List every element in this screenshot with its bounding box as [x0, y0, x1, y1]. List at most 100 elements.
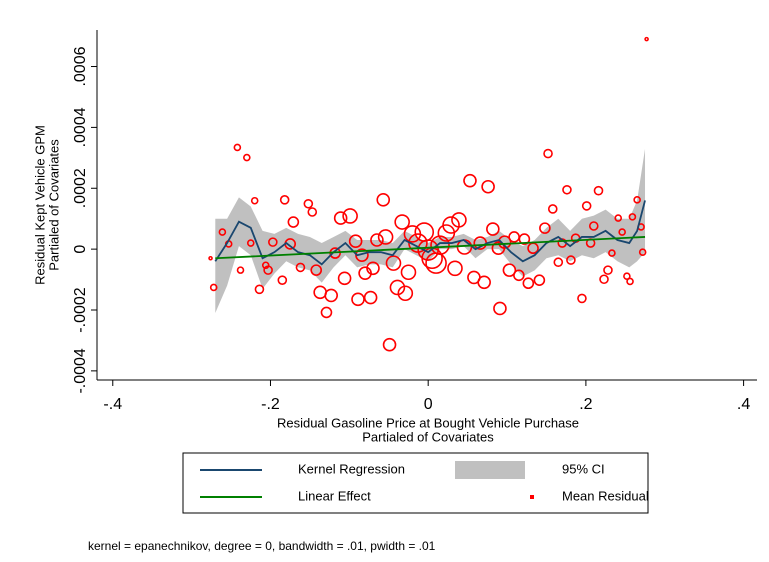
mean-residual-point	[307, 207, 318, 217]
mean-residual-point	[382, 337, 397, 352]
y-tick-label: .0006	[72, 46, 89, 86]
mean-residual-point	[333, 211, 348, 225]
mean-residual-point	[250, 196, 259, 205]
mean-residual-point	[320, 306, 333, 319]
mean-residual-point	[451, 212, 467, 228]
ci-band	[215, 148, 646, 314]
legend-label: Linear Effect	[298, 488, 371, 503]
mean-residual-point	[447, 260, 463, 277]
x-axis-title: Residual Gasoline Price at Bought Vehicl…	[277, 415, 579, 430]
mean-residual-point	[287, 216, 300, 228]
legend-swatch	[530, 495, 534, 499]
note: kernel = epanechnikov, degree = 0, bandw…	[88, 539, 436, 553]
mean-residual-point	[394, 214, 410, 230]
mean-residual-point	[539, 222, 551, 234]
legend-box	[182, 452, 649, 514]
mean-residual-point	[218, 228, 227, 236]
mean-residual-point	[522, 277, 535, 290]
mean-residual-point	[414, 222, 435, 242]
mean-residual-point	[342, 208, 358, 224]
mean-residual-point	[400, 264, 417, 281]
mean-residual-point	[337, 271, 352, 286]
mean-residual-point	[355, 248, 369, 263]
mean-residual-point	[599, 274, 609, 285]
mean-residual-point	[533, 274, 546, 286]
mean-residual-point	[508, 231, 520, 243]
mean-residual-point	[430, 235, 450, 255]
y-tick-label: .0002	[72, 168, 89, 208]
mean-residual-point	[513, 269, 525, 282]
y-axis-title: Partialed of Covariates	[46, 139, 61, 271]
mean-residual-point	[268, 237, 278, 247]
y-tick-label: -.0004	[72, 348, 89, 393]
mean-residual-point	[377, 229, 394, 245]
legend-swatch	[455, 461, 525, 479]
y-axis-title: Residual Kept Vehicle GPM	[32, 125, 47, 285]
x-tick-label: 0	[424, 396, 433, 413]
linear-line	[215, 236, 646, 260]
mean-residual-point	[562, 184, 572, 195]
mean-residual-point	[644, 36, 649, 42]
mean-residual-point	[547, 204, 558, 214]
mean-residual-point	[566, 255, 576, 265]
mean-residual-point	[442, 216, 460, 234]
mean-residual-point	[577, 293, 587, 304]
mean-residual-point	[313, 285, 327, 300]
mean-residual-point	[486, 222, 500, 236]
mean-residual-point	[233, 143, 242, 152]
mean-residual-point	[481, 179, 495, 194]
x-tick-label: -.2	[261, 396, 280, 413]
mean-residual-point	[608, 249, 616, 257]
mean-residual-point	[310, 264, 323, 276]
mean-residual-point	[376, 193, 391, 207]
mean-residual-point	[614, 214, 623, 222]
mean-residual-point	[628, 213, 637, 221]
mean-residual-point	[633, 196, 641, 204]
mean-residual-point	[463, 173, 477, 188]
mean-residual-point	[626, 277, 634, 286]
mean-residual-point	[543, 148, 553, 159]
mean-residual-point	[366, 261, 380, 276]
mean-residual-point	[277, 275, 288, 285]
x-tick-label: .2	[579, 396, 592, 413]
mean-residual-point	[246, 239, 255, 247]
mean-residual-point	[324, 288, 338, 303]
mean-residual-point	[397, 285, 414, 302]
mean-residual-point	[208, 255, 213, 261]
mean-residual-point	[593, 185, 604, 196]
mean-residual-point	[303, 198, 314, 209]
mean-residual-point	[279, 195, 290, 205]
legend-label: Kernel Regression	[298, 461, 405, 476]
mean-residual-point	[638, 248, 647, 256]
legend-label: 95% CI	[562, 461, 605, 476]
y-tick-label: -.0002	[72, 287, 89, 332]
mean-residual-point	[623, 272, 631, 281]
mean-residual-point	[493, 301, 507, 316]
mean-residual-point	[553, 257, 564, 268]
mean-residual-point	[209, 283, 218, 292]
x-tick-label: .4	[737, 396, 750, 413]
mean-residual-point	[348, 234, 363, 249]
mean-residual-point	[263, 265, 273, 275]
mean-residual-point	[389, 279, 406, 296]
x-axis-title: Partialed of Covariates	[362, 429, 494, 444]
mean-residual-point	[588, 221, 599, 231]
y-tick-label: .0004	[72, 107, 89, 147]
mean-residual-point	[502, 263, 517, 277]
mean-residual-point	[254, 284, 265, 295]
mean-residual-point	[370, 233, 384, 247]
mean-residual-point	[603, 265, 613, 275]
mean-residual-point	[236, 266, 245, 274]
x-tick-label: -.4	[103, 396, 122, 413]
mean-residual-point	[351, 292, 365, 307]
mean-residual-point	[518, 233, 531, 245]
mean-residual-point	[477, 275, 491, 290]
mean-residual-point	[497, 235, 512, 249]
mean-residual-point	[385, 255, 402, 271]
mean-residual-point	[363, 290, 378, 305]
mean-residual-point	[581, 201, 592, 211]
legend-label: Mean Residual	[562, 488, 649, 503]
mean-residual-point	[261, 261, 270, 270]
mean-residual-point	[243, 153, 251, 162]
